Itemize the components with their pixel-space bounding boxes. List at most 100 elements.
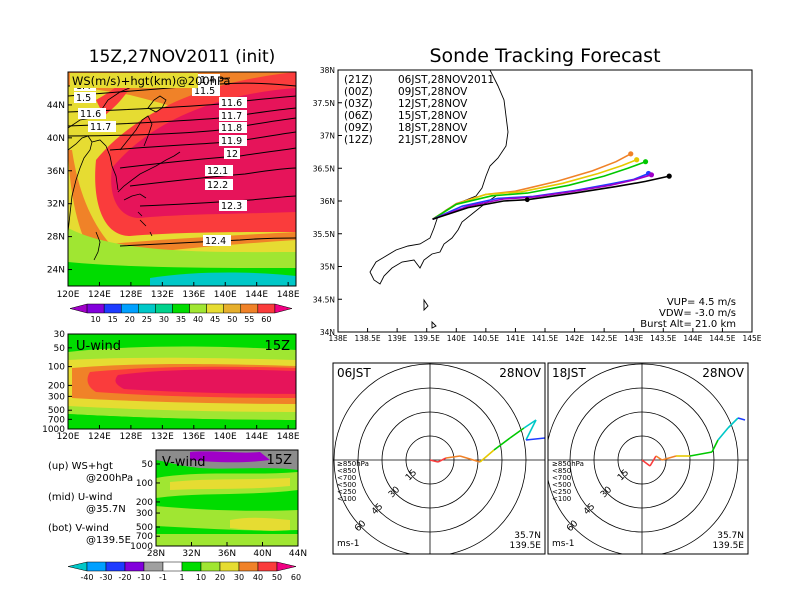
desc-mid-1: (mid) U-wind <box>48 492 112 503</box>
hodograph-legend: <500 <box>337 481 356 489</box>
ws-colorbar: 10 15 20 25 30 35 40 45 50 55 60 <box>69 303 293 324</box>
tracking-ytick-label: 37.5N <box>313 99 335 108</box>
tracking-legend-time: (09Z) <box>344 122 373 134</box>
v-colorbar-label: -30 <box>99 573 112 582</box>
hodograph-06jst <box>333 363 545 554</box>
sonde-track-end <box>648 172 655 178</box>
hodograph-18jst <box>548 363 748 554</box>
panel-b-axes: 120E 124E 128E 132E 136E 140E 144E 148E 30 50 100 2… <box>42 330 300 442</box>
contour-label-bg <box>224 148 240 159</box>
tracking-ytick-label: 35N <box>320 263 335 272</box>
sonde-track-line <box>432 160 646 220</box>
tracking-ytick-label: 36N <box>320 197 335 206</box>
tracking-xtick-label: 142E <box>565 334 584 343</box>
contour-label-bg <box>203 235 231 246</box>
contour-label: 11.8 <box>221 123 242 134</box>
hodograph-segment <box>479 449 495 463</box>
sonde-track-line <box>432 158 637 220</box>
contour-label: 12 <box>226 149 238 160</box>
tracking-xtick-label: 141E <box>506 334 525 343</box>
tracking-legend-time: (03Z) <box>344 98 373 110</box>
panel-c-ytick-label: 200 <box>136 498 153 508</box>
contour-label: 11.4 <box>194 75 215 86</box>
panel-c-ytick-label: 50 <box>142 460 154 470</box>
contour-label: 12.4 <box>205 236 226 247</box>
panel-b-ytick-label: 300 <box>48 392 65 402</box>
contour-label-bg <box>78 108 106 119</box>
colorbar-label: 45 <box>210 315 220 324</box>
v-colorbar-swatch <box>200 561 221 572</box>
panel-b-ytick-label: 50 <box>54 344 66 354</box>
panel-b-xtick-label: 120E <box>57 432 80 442</box>
hodograph-segment <box>727 417 739 429</box>
hodograph-lon: 139.5E <box>510 541 542 551</box>
hodograph-18jst-frame <box>547 362 749 555</box>
colorbar-swatch <box>172 303 190 314</box>
contour-label: 12.1 <box>207 166 228 177</box>
hodograph-segment <box>711 439 719 453</box>
hodograph-segment <box>459 455 481 463</box>
contour-label-bg <box>219 200 247 211</box>
panel-c-title: V-wind <box>162 455 206 470</box>
colorbar-label: 25 <box>142 315 152 324</box>
hodograph-segment <box>525 419 537 441</box>
height-contour <box>68 117 296 137</box>
v-colorbar-swatch <box>162 561 183 572</box>
panel-b-ytick-label: 500 <box>48 406 65 416</box>
panel-a-xtick-label: 120E <box>57 290 80 300</box>
hodograph-segment <box>641 459 651 467</box>
tracking-axes: 138E 138.5E 139E 139.5E 140E 140.5E 141E 141.5E… <box>313 66 762 343</box>
hodograph-date: 28NOV <box>702 366 744 380</box>
contour-label: 12.3 <box>221 201 242 212</box>
colorbar-label: 10 <box>91 315 101 324</box>
colorbar-swatch <box>155 303 173 314</box>
sonde-track-end <box>642 159 649 165</box>
colorbar-label: 30 <box>159 315 169 324</box>
hodograph-ring-label: 15 <box>404 468 419 483</box>
hodograph-06jst-frame <box>332 362 546 555</box>
tracking-legend-label: 06JST,28NOV2011 <box>398 74 494 86</box>
panel-c-ytick-label: 100 <box>136 479 153 489</box>
ws-map-field <box>68 72 296 286</box>
panel-c-ytick-label: 300 <box>136 509 153 519</box>
contour-label-bg <box>219 110 247 121</box>
desc-mid-2: @35.7N <box>86 504 126 515</box>
tracking-ytick-label: 34.5N <box>313 295 335 304</box>
tracking-xtick-label: 140E <box>447 334 466 343</box>
height-contour <box>129 167 296 187</box>
hodograph-legend: <250 <box>552 488 571 496</box>
v-colorbar-label: -10 <box>137 573 150 582</box>
colorbar-swatch <box>240 303 259 314</box>
height-contour <box>119 237 296 247</box>
panel-a-ytick-label: 44N <box>47 101 65 111</box>
hodograph-legend: <850 <box>552 467 571 475</box>
v-colorbar-label: -20 <box>118 573 131 582</box>
v-colorbar-label: -1 <box>159 573 167 582</box>
sonde-track-end <box>628 151 634 157</box>
panel-a-xtick-label: 144E <box>245 290 268 300</box>
panel-c-xtick-label: 40N <box>253 549 271 559</box>
colorbar-label: 55 <box>244 315 254 324</box>
desc-bot-1: (bot) V-wind <box>48 523 109 534</box>
panel-a-subtitle-bg <box>70 73 198 88</box>
hodograph-segment <box>717 427 729 441</box>
v-colorbar-label: 40 <box>253 573 263 582</box>
panel-a-ytick-label: 24N <box>47 266 65 276</box>
colorbar-label: 60 <box>261 315 271 324</box>
sonde-track-line <box>432 175 670 221</box>
v-colorbar-label: 50 <box>272 573 282 582</box>
v-colorbar-label: 1 <box>179 573 184 582</box>
v-wind-field <box>156 450 298 546</box>
hodograph-time: 18JST <box>552 366 586 380</box>
tracking-legend-time: (21Z) <box>344 74 373 86</box>
sonde-track-end <box>634 157 640 163</box>
hodograph-time: 06JST <box>337 366 371 380</box>
panel-b-frame <box>67 333 297 430</box>
panel-a-frame <box>67 71 297 287</box>
contour-label: 11.7 <box>90 122 111 133</box>
v-colorbar-swatch <box>143 561 164 572</box>
tracking-legend-time: (12Z) <box>344 134 373 146</box>
hodograph-segment <box>661 455 677 461</box>
height-contour-labels: 11.411.51.41.511.611.711.611.711.811.912… <box>74 74 247 247</box>
